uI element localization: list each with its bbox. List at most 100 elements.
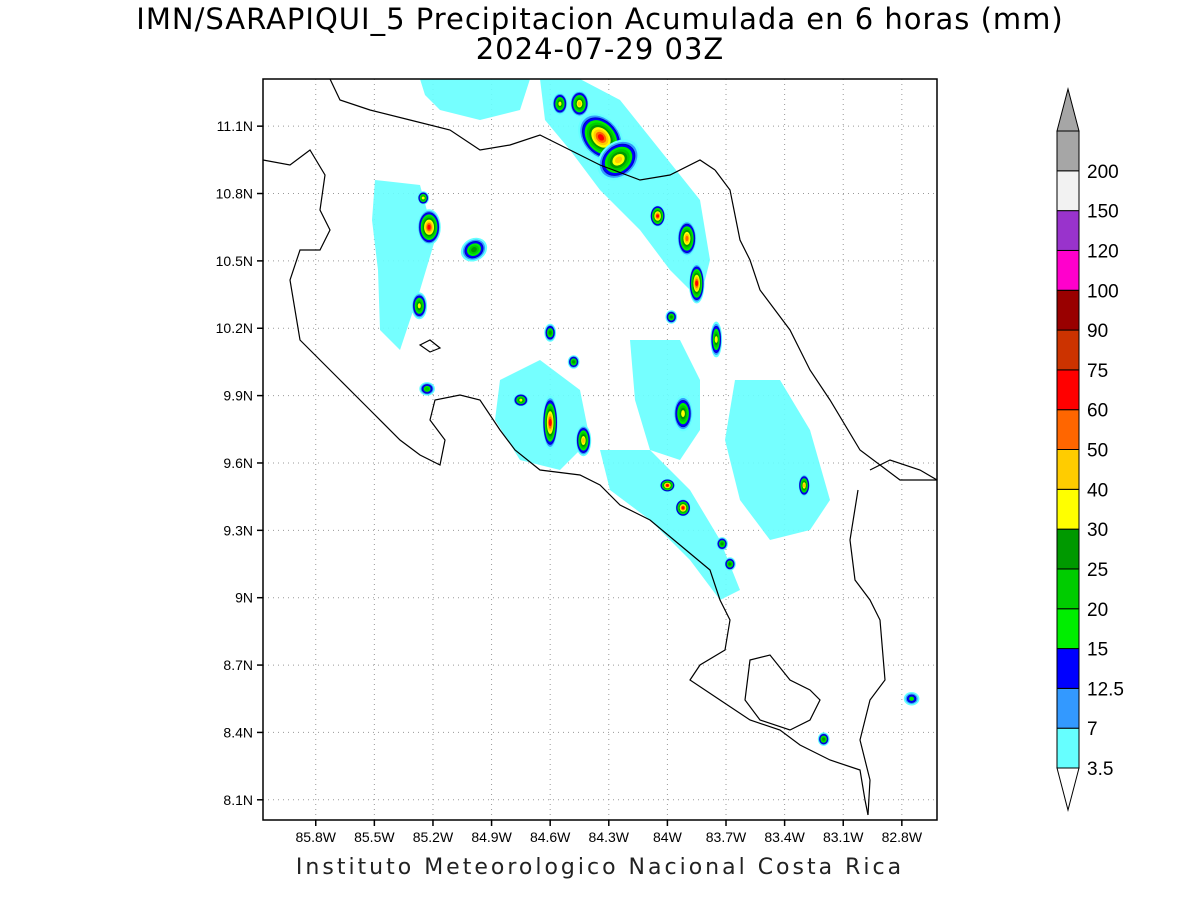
lon-tick-label: 85.8W xyxy=(296,829,337,845)
colorbar-label: 25 xyxy=(1087,560,1108,581)
colorbar-swatch xyxy=(1056,449,1080,490)
precip-contour xyxy=(822,737,826,741)
footer-credit: Instituto Meteorologico Nacional Costa R… xyxy=(295,855,905,880)
nicaragua-border xyxy=(329,79,716,181)
precip-contour xyxy=(581,437,585,444)
colorbar-label: 12.5 xyxy=(1087,679,1124,700)
lon-tick-label: 84.3W xyxy=(589,829,630,845)
lat-tick-label: 8.7N xyxy=(223,657,253,673)
colorbar-label: 100 xyxy=(1087,281,1119,302)
precip-halo-far-north xyxy=(420,79,530,120)
colorbar-swatch xyxy=(1056,329,1080,371)
colorbar: 3.5 7 12.5 15 20 25 30 40 50 60 75 90 100 120 150 200 xyxy=(1056,87,1124,812)
lat-tick-label: 11.1N xyxy=(217,118,253,134)
colorbar-label: 75 xyxy=(1087,361,1108,382)
precip-contour xyxy=(685,235,689,242)
precip-contour xyxy=(417,303,421,309)
lat-tick-label: 10.8N xyxy=(216,186,253,202)
precip-contour xyxy=(909,696,915,701)
colorbar-label: 90 xyxy=(1087,321,1108,342)
precip-cell xyxy=(665,310,678,324)
colorbar-swatch xyxy=(1056,409,1080,450)
precip-contour xyxy=(558,101,562,106)
precip-cell xyxy=(544,323,557,342)
plot-frame xyxy=(262,78,938,821)
precip-contour xyxy=(665,483,669,487)
colorbar-label: 150 xyxy=(1087,202,1119,223)
colorbar-swatch xyxy=(1056,289,1080,331)
precip-contour xyxy=(802,483,806,488)
precip-cell xyxy=(419,382,435,396)
lon-tick-label: 83.1W xyxy=(823,829,864,845)
precip-contour xyxy=(714,336,718,343)
lat-tick-label: 9N xyxy=(235,590,253,606)
plot-area xyxy=(263,79,937,820)
precip-contour xyxy=(519,398,523,402)
precip-contour xyxy=(681,506,685,510)
colorbar-label: 120 xyxy=(1087,241,1119,262)
lat-tick-label: 10.5N xyxy=(216,253,253,269)
precip-contour xyxy=(656,214,660,218)
colorbar-swatch xyxy=(1056,687,1080,729)
precip-cell xyxy=(513,393,529,407)
lon-tick-label: 85.5W xyxy=(354,829,395,845)
colorbar-swatch xyxy=(1056,648,1080,689)
precip-cell xyxy=(417,191,430,205)
osa-peninsula xyxy=(744,654,821,731)
colorbar-swatch xyxy=(1056,568,1080,610)
lon-tick-label: 84.6W xyxy=(530,829,571,845)
precip-contour xyxy=(421,196,425,200)
lon-tick-label: 84.9W xyxy=(471,829,512,845)
colorbar-label: 50 xyxy=(1087,441,1108,462)
colorbar-swatch xyxy=(1056,130,1080,172)
precip-cell xyxy=(710,321,723,358)
caribbean-coast xyxy=(714,169,937,481)
precip-cell xyxy=(575,424,592,457)
map-title: IMN/SARAPIQUI_5 Precipitacion Acumulada … xyxy=(136,2,1064,36)
precip-contour xyxy=(728,562,732,566)
precip-cell xyxy=(569,90,590,118)
lon-tick-label: 83.4W xyxy=(764,829,805,845)
nicoya-island xyxy=(418,339,442,353)
precip-contour xyxy=(572,360,576,364)
colorbar-label: 3.5 xyxy=(1087,759,1113,780)
precip-contour xyxy=(615,156,623,164)
precip-contour xyxy=(669,315,673,319)
precip-cell xyxy=(552,92,568,115)
precip-cell xyxy=(542,395,558,450)
precip-halo-south xyxy=(600,450,740,600)
precip-cell xyxy=(597,139,640,181)
colorbar-swatch xyxy=(1056,210,1080,251)
lat-tick-labels: 11.1N 10.8N 10.5N 10.2N 9.9N 9.6N 9.3N 9N 8.7N 8.… xyxy=(216,118,253,808)
precip-contour xyxy=(427,224,431,230)
panama-border xyxy=(849,489,886,816)
colorbar-label: 60 xyxy=(1087,401,1108,422)
colorbar-label: 7 xyxy=(1087,719,1098,740)
lon-tick-labels: 85.8W 85.5W 85.2W 84.9W 84.6W 84.3W 84W 83.7W 83… xyxy=(296,829,923,845)
precip-cell xyxy=(673,395,693,432)
precip-cell xyxy=(798,474,811,497)
colorbar-swatch xyxy=(1056,170,1080,212)
precip-cell xyxy=(417,209,441,246)
coastlines xyxy=(263,79,937,816)
precip-cell xyxy=(716,537,728,551)
colorbar-swatch xyxy=(1056,488,1080,530)
precip-contour xyxy=(681,410,685,417)
colorbar-top-arrow xyxy=(1056,87,1080,132)
precip-cell xyxy=(649,204,666,228)
colorbar-label: 15 xyxy=(1087,640,1108,661)
colorbar-swatch xyxy=(1056,608,1080,650)
precip-contour xyxy=(695,280,699,287)
precip-cell xyxy=(724,557,736,571)
precip-cells xyxy=(411,90,920,746)
colorbar-label: 20 xyxy=(1087,600,1108,621)
lon-tick-label: 84W xyxy=(653,829,683,845)
precip-cell xyxy=(903,692,920,706)
precip-cell xyxy=(659,478,676,493)
precip-halo-central xyxy=(495,360,590,470)
lon-tick-label: 82.8W xyxy=(882,829,923,845)
precip-contour xyxy=(548,418,552,427)
precip-contour xyxy=(471,247,477,253)
lat-tick-label: 8.1N xyxy=(223,792,253,808)
